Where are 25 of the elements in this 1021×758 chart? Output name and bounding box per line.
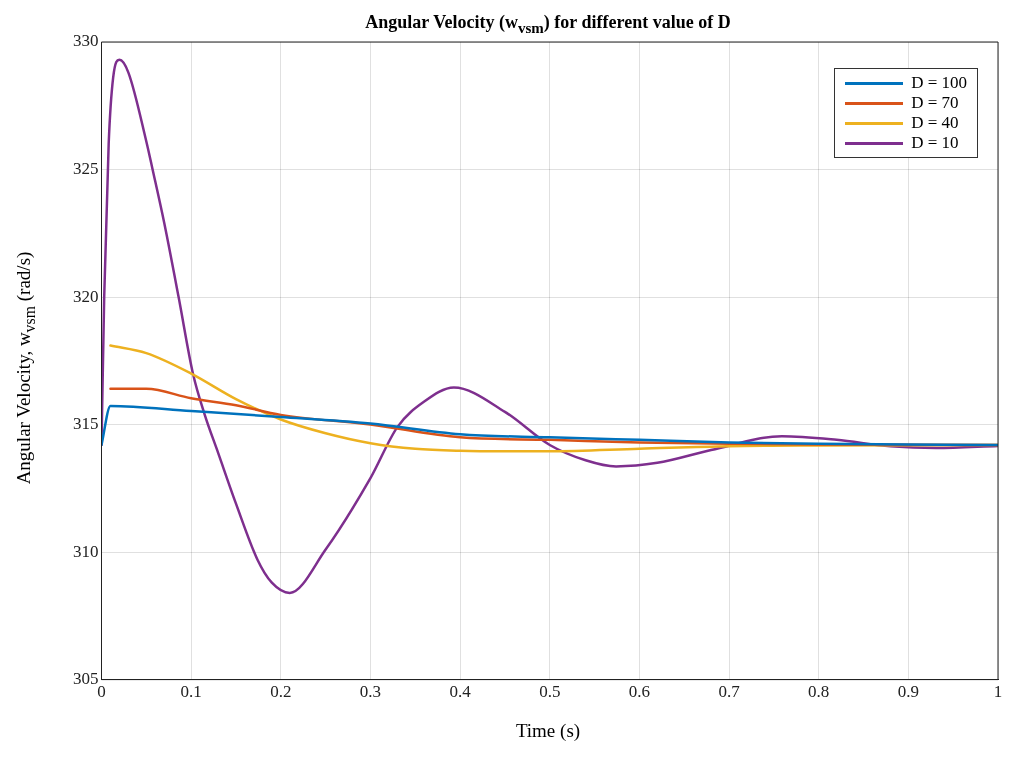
chart-title: Angular Velocity (w$_{vsm}$) for different value of D [365, 12, 731, 36]
x-tick-label: 0.6 [628, 682, 651, 702]
x-tick-label: 1 [993, 682, 1003, 702]
legend-label: D = 70 [911, 93, 959, 113]
legend-label: D = 40 [911, 113, 959, 133]
x-tick-label: 0.2 [270, 682, 292, 702]
legend-label: D = 10 [911, 133, 959, 153]
legend-label: D = 100 [911, 73, 967, 93]
y-tick-label: 325 [73, 158, 99, 178]
x-axis-title: Time (s) [514, 720, 582, 742]
x-tick-label: 0.4 [449, 682, 472, 702]
line-series [101, 404, 998, 447]
x-tick-label: 0.7 [718, 682, 741, 702]
x-tick-label: 0.5 [539, 682, 561, 702]
x-tick-label: 0.3 [359, 682, 382, 702]
y-tick-label: 330 [73, 31, 99, 51]
y-tick-label: 310 [73, 541, 99, 561]
y-tick-label: 315 [73, 414, 99, 434]
y-tick-label: 305 [73, 669, 99, 689]
x-tick-label: 0.1 [180, 682, 202, 702]
line-series [101, 58, 998, 595]
x-tick-label: 0 [97, 682, 106, 702]
x-tick-label: 0.8 [808, 682, 830, 702]
x-tick-label: 0.9 [897, 682, 919, 702]
y-tick-label: 320 [73, 286, 99, 306]
